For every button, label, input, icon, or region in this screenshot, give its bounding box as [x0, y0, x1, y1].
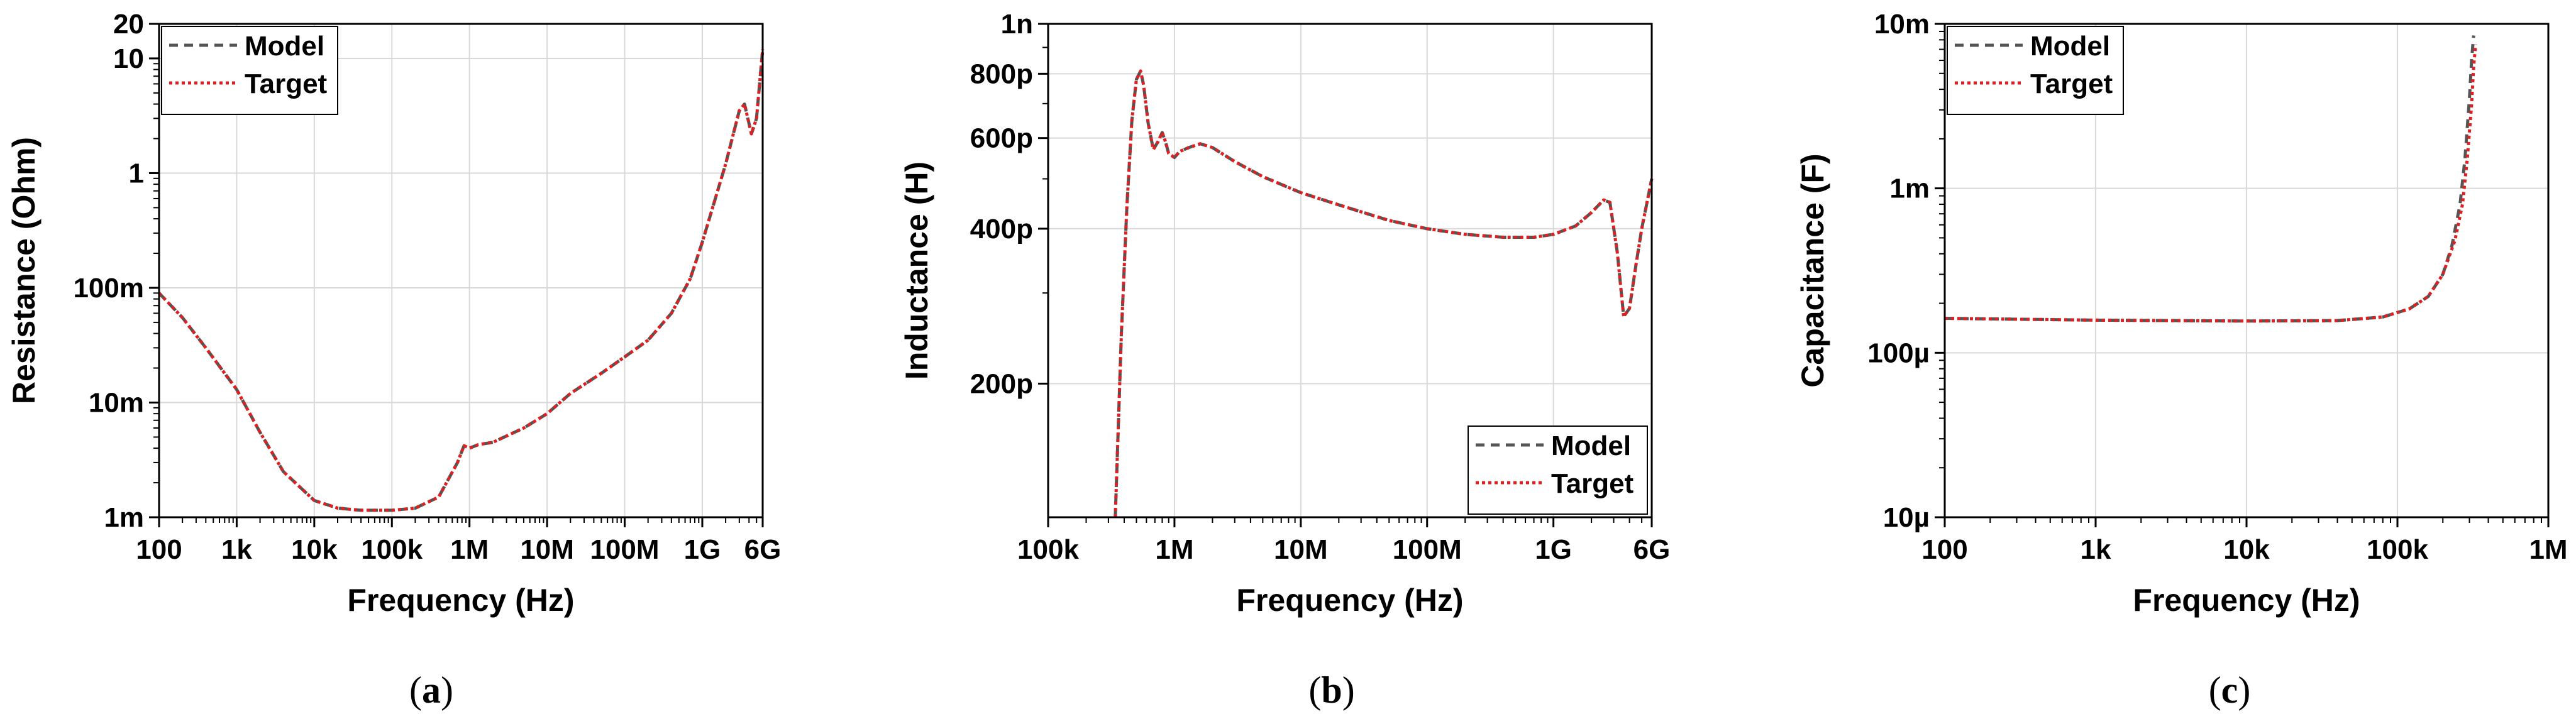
- series-line-target: [158, 49, 765, 512]
- x-axis-title: Frequency (Hz): [1236, 583, 1463, 618]
- panel-caption: (b): [1308, 669, 1354, 711]
- x-tick-label: 1M: [450, 534, 489, 565]
- legend-box: [1947, 26, 2124, 115]
- legend: Model Target: [161, 26, 338, 115]
- legend-label-target: Target: [245, 69, 328, 99]
- legend-label-target: Target: [2030, 69, 2113, 99]
- y-tick-label: 10m: [89, 387, 144, 418]
- y-axis-title: Capacitance (F): [1795, 153, 1830, 387]
- legend-box: [161, 26, 338, 115]
- y-tick-label: 800p: [970, 58, 1033, 89]
- legend-label-model: Model: [2030, 31, 2110, 62]
- x-tick-label: 1G: [684, 534, 721, 565]
- x-tick-label: 1G: [1535, 534, 1572, 565]
- y-tick-label: 20: [113, 9, 144, 40]
- panel-caption: (c): [2209, 669, 2251, 711]
- x-tick-label: 6G: [744, 534, 782, 565]
- y-tick-label: 1m: [104, 502, 144, 533]
- y-tick-label: 10m: [1874, 9, 1930, 40]
- legend-box: [1468, 425, 1648, 515]
- series-line-model: [158, 49, 765, 512]
- x-tick-label: 1M: [2529, 534, 2567, 565]
- plot-frame: [1047, 23, 1653, 519]
- x-tick-label: 10M: [520, 534, 574, 565]
- y-tick-label: 400p: [970, 214, 1033, 244]
- x-tick-label: 100M: [590, 534, 659, 565]
- legend: Model Target: [1468, 425, 1648, 515]
- y-tick-label: 100m: [73, 273, 144, 304]
- legend-label-model: Model: [245, 31, 324, 62]
- series-line-target: [1114, 69, 1654, 518]
- legend: Model Target: [1947, 26, 2124, 115]
- x-tick-label: 100k: [1017, 534, 1079, 565]
- legend-label-target: Target: [1551, 468, 1634, 499]
- series-line-target: [1944, 44, 2477, 323]
- y-tick-label: 600p: [970, 123, 1033, 154]
- x-tick-label: 10k: [291, 534, 338, 565]
- x-tick-label: 100: [136, 534, 182, 565]
- x-tick-label: 100M: [1393, 534, 1462, 565]
- x-tick-label: 6G: [1633, 534, 1671, 565]
- y-tick-label: 1n: [1001, 9, 1033, 40]
- y-tick-label: 100µ: [1867, 338, 1930, 368]
- chart-panel-b: 100k 1M 10M 100M 1G 6G 200p 400p 600p 800p 1n Frequ…: [899, 9, 1670, 711]
- y-tick-label: 1m: [1889, 173, 1930, 204]
- y-axis-title: Inductance (H): [899, 162, 934, 380]
- panel-caption: (a): [409, 669, 453, 711]
- x-tick-label: 10M: [1274, 534, 1328, 565]
- legend-label-model: Model: [1551, 431, 1631, 461]
- x-axis-title: Frequency (Hz): [347, 583, 574, 618]
- y-tick-label: 10µ: [1883, 502, 1930, 533]
- x-tick-label: 1k: [2081, 534, 2111, 565]
- x-tick-label: 10k: [2223, 534, 2270, 565]
- chart-panel-c: 100 1k 10k 100k 1M 10µ 100µ 1m 10m Frequency (Hz)…: [1795, 9, 2568, 711]
- x-axis-title: Frequency (Hz): [2133, 583, 2360, 618]
- x-tick-label: 1M: [1155, 534, 1193, 565]
- x-tick-label: 100k: [361, 534, 423, 565]
- y-axis-title: Resistance (Ohm): [6, 137, 41, 404]
- x-tick-label: 1k: [221, 534, 252, 565]
- x-tick-label: 100: [1921, 534, 1967, 565]
- plot-frame: [158, 23, 764, 519]
- x-tick-label: 100k: [2367, 534, 2428, 565]
- y-tick-label: 200p: [970, 368, 1033, 399]
- y-tick-label: 1: [129, 158, 144, 189]
- y-tick-label: 10: [113, 43, 144, 74]
